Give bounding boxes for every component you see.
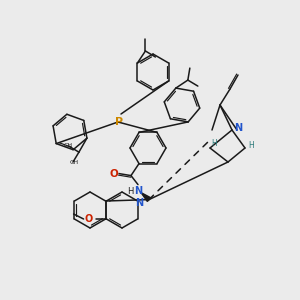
Text: CH: CH: [63, 143, 73, 148]
Text: H: H: [248, 142, 254, 151]
Text: O: O: [110, 169, 118, 178]
Text: N: N: [234, 123, 242, 133]
Text: H: H: [127, 187, 133, 196]
Text: N: N: [136, 198, 144, 208]
Polygon shape: [141, 193, 151, 202]
Text: N: N: [134, 186, 142, 196]
Text: P: P: [115, 117, 123, 127]
Text: H: H: [211, 140, 217, 148]
Text: O: O: [85, 214, 93, 224]
Text: CH: CH: [69, 160, 79, 165]
